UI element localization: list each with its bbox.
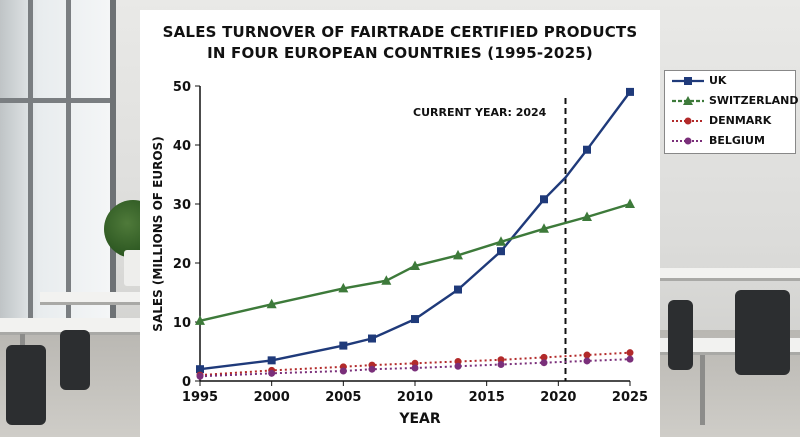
point-belgium	[339, 367, 347, 375]
x-tick-label: 2010	[397, 390, 433, 405]
y-axis-label: SALES (MILLIONS OF EUROS)	[151, 136, 165, 331]
series-line-denmark	[199, 351, 631, 377]
x-tick-label: 2025	[612, 390, 648, 405]
point-belgium	[454, 362, 462, 370]
y-tick-label: 20	[173, 257, 191, 272]
chair-left-2	[60, 330, 90, 390]
point-uk	[339, 341, 348, 350]
series-line-switzerland	[199, 202, 631, 322]
desk-back-left	[40, 292, 160, 305]
x-tick-label: 2000	[254, 390, 290, 405]
chart-title-line-2: IN FOUR EUROPEAN COUNTRIES (1995-2025)	[207, 44, 593, 62]
point-switzerland	[410, 260, 420, 270]
point-switzerland	[381, 275, 392, 285]
y-tick-label: 50	[173, 80, 191, 95]
point-belgium	[497, 360, 505, 368]
point-uk	[368, 334, 376, 343]
point-switzerland	[539, 223, 549, 233]
point-switzerland	[195, 315, 205, 325]
point-switzerland	[496, 236, 506, 246]
point-belgium	[583, 357, 591, 365]
point-switzerland	[453, 249, 463, 260]
chair-left	[6, 345, 46, 425]
legend-label-switzerland: SWITZERLAND	[709, 94, 799, 107]
point-belgium	[411, 364, 419, 372]
point-uk	[196, 365, 204, 374]
chart-title: SALES TURNOVER OF FAIRTRADE CERTIFIED PR…	[140, 22, 660, 64]
x-axis-label: YEAR	[398, 411, 441, 427]
y-tick-label: 40	[173, 139, 191, 154]
x-tick-label: 1995	[182, 390, 218, 405]
legend-swatch-denmark	[672, 117, 704, 125]
chair-right	[735, 290, 790, 375]
chart-legend: UK SWITZERLAND DENMARK BELGIUM	[664, 70, 799, 154]
legend-label-belgium: BELGIUM	[709, 134, 765, 147]
series-line-belgium	[199, 358, 631, 378]
legend-label-uk: UK	[709, 74, 727, 87]
current-year-label: CURRENT YEAR: 2024	[413, 106, 547, 119]
point-uk	[411, 315, 419, 324]
x-tick-label: 2020	[540, 390, 576, 405]
legend-swatch-switzerland	[672, 96, 704, 105]
legend-swatch-belgium	[672, 137, 704, 145]
point-switzerland	[266, 298, 277, 309]
y-tick-label: 0	[182, 375, 191, 390]
point-belgium	[268, 369, 276, 377]
x-tick-label: 2015	[469, 390, 505, 405]
point-belgium	[196, 372, 204, 380]
series-layer	[195, 87, 635, 380]
y-tick-label: 10	[173, 316, 191, 331]
point-uk	[626, 87, 634, 96]
window	[0, 0, 116, 330]
point-belgium	[540, 359, 548, 367]
y-tick-label: 30	[173, 198, 191, 213]
point-switzerland	[582, 211, 592, 221]
chair-right-2	[668, 300, 693, 370]
point-denmark	[626, 349, 634, 357]
point-uk	[267, 356, 276, 365]
chart-title-line-1: SALES TURNOVER OF FAIRTRADE CERTIFIED PR…	[162, 23, 638, 41]
legend-swatch-uk	[672, 77, 704, 85]
point-uk	[497, 247, 505, 256]
point-belgium	[368, 365, 376, 373]
point-switzerland	[625, 198, 635, 208]
point-uk	[454, 285, 462, 294]
point-denmark	[583, 351, 591, 359]
point-uk	[540, 195, 548, 204]
point-switzerland	[338, 282, 349, 293]
legend-label-denmark: DENMARK	[709, 114, 772, 127]
point-uk	[583, 145, 591, 154]
point-belgium	[626, 355, 634, 363]
axes: 0 10 20 30 40 50 1995 2000 2005 2010 2015 2020 2025	[173, 80, 648, 405]
x-tick-label: 2005	[325, 390, 361, 405]
point-denmark	[540, 353, 548, 361]
desk-back-right	[660, 268, 800, 281]
